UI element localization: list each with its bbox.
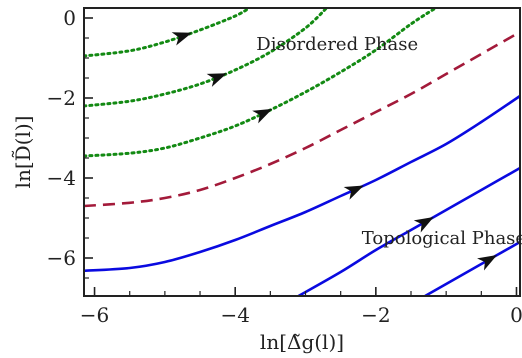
series-line-solid-5: [84, 94, 520, 273]
series-line-dotted-3: [84, 8, 438, 158]
flow-arrow-1: [171, 32, 192, 46]
x-tick-label: 0: [510, 303, 522, 327]
y-tick-label: −2: [47, 86, 76, 110]
annotations-group: Disordered Phase Topological Phase: [256, 34, 522, 249]
x-axis-label: ln[Δ̃g(l)]: [260, 330, 344, 354]
x-tick-label: −6: [80, 303, 109, 327]
arrows-group: [171, 32, 498, 271]
ticks-group: −6 −4 −2 0 −6 −4 −2 0: [47, 6, 522, 327]
flow-arrow-7: [477, 255, 498, 271]
phase-annotation-2: Topological Phase: [362, 228, 522, 249]
series-line-dashed-4: [84, 30, 520, 208]
plot-frame: [83, 7, 521, 297]
series-line-solid-6: [297, 166, 520, 296]
flow-arrow-3: [252, 108, 273, 124]
series-line-dotted-1: [84, 8, 251, 58]
flow-arrow-6: [413, 217, 434, 233]
y-tick-label: 0: [63, 6, 76, 30]
axis-labels-group: ln[Δ̃g(l)] ln[D̃(l)]: [11, 116, 344, 354]
series-line-dotted-2: [84, 8, 329, 108]
flow-arrow-2: [206, 73, 227, 87]
flow-arrow-5: [343, 185, 364, 200]
y-tick-label: −4: [47, 166, 76, 190]
phase-annotation-1: Disordered Phase: [256, 34, 418, 55]
x-tick-label: −4: [220, 303, 249, 327]
y-tick-label: −6: [47, 246, 76, 270]
x-tick-label: −2: [361, 303, 390, 327]
series-line-solid-7: [424, 240, 520, 296]
y-axis-label: ln[D̃(l)]: [11, 116, 35, 189]
